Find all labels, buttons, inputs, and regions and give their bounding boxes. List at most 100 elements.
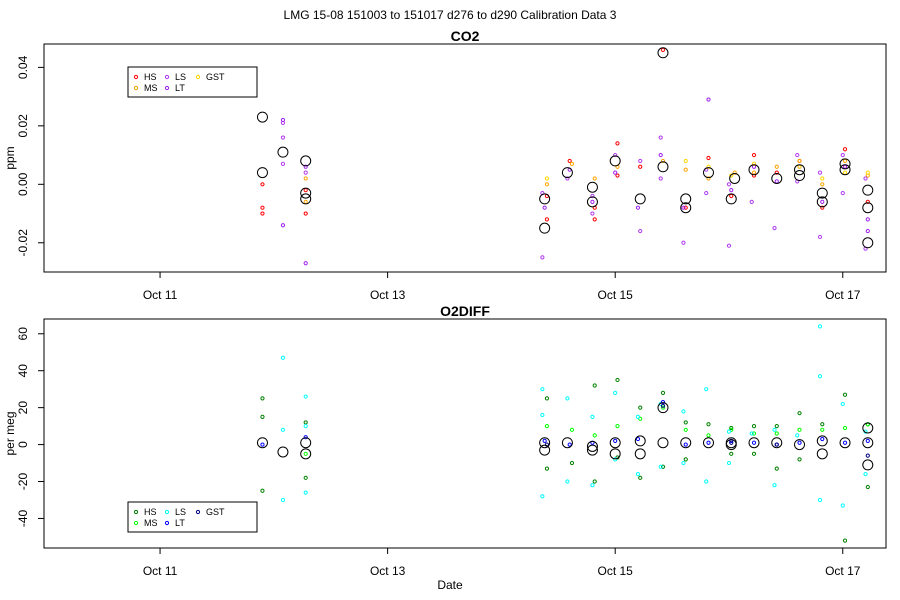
co2-point-ms bbox=[592, 176, 597, 181]
o2diff-point-hs bbox=[751, 451, 757, 456]
o2diff-point-ls bbox=[303, 394, 308, 399]
o2diff-panel-title: O2DIFF bbox=[440, 303, 490, 319]
co2-average-point bbox=[539, 222, 551, 234]
o2diff-average-point bbox=[300, 437, 312, 449]
o2diff-legend-marker-hs bbox=[133, 509, 139, 515]
co2-point-ls bbox=[658, 135, 663, 140]
co2-point-ls bbox=[590, 211, 595, 216]
o2diff-point-ls bbox=[303, 490, 308, 495]
o2diff-point-lt bbox=[865, 438, 870, 443]
o2diff-legend-label-lt: LT bbox=[175, 518, 185, 528]
o2diff-point-ms bbox=[683, 427, 688, 432]
co2-point-hs bbox=[592, 217, 597, 222]
co2-point-hs bbox=[567, 158, 572, 164]
o2diff-point-hs bbox=[820, 422, 825, 427]
co2-average-point bbox=[794, 170, 806, 182]
co2-average-point bbox=[256, 111, 268, 123]
o2diff-point-hs bbox=[660, 390, 666, 395]
o2diff-average-point bbox=[609, 437, 621, 449]
o2diff-series-hs bbox=[260, 377, 870, 543]
co2-legend-label-ms: MS bbox=[144, 83, 158, 93]
o2diff-point-ms bbox=[569, 427, 575, 432]
co2-point-gst bbox=[842, 170, 848, 175]
co2-average-point bbox=[839, 164, 851, 176]
co2-point-ls bbox=[613, 152, 618, 158]
co2-average-point bbox=[300, 155, 312, 167]
o2diff-point-gst bbox=[865, 453, 870, 458]
co2-y-axis-label: ppm bbox=[3, 146, 17, 169]
o2diff-legend-label-ms: MS bbox=[144, 518, 158, 528]
o2diff-point-ls bbox=[795, 433, 800, 438]
o2diff-y-tick-label: -20 bbox=[16, 473, 30, 491]
co2-point-lt bbox=[729, 188, 734, 193]
o2diff-y-tick-label: 40 bbox=[16, 364, 30, 378]
co2-point-ms bbox=[732, 170, 737, 175]
o2diff-series-averages bbox=[256, 402, 874, 471]
co2-average-point bbox=[300, 193, 312, 205]
co2-point-hs bbox=[615, 173, 620, 178]
o2diff-point-hs bbox=[797, 457, 802, 462]
co2-point-gst bbox=[751, 161, 757, 166]
o2diff-point-hs bbox=[660, 464, 666, 469]
co2-legend-label-hs: HS bbox=[144, 72, 157, 82]
o2diff-point-hs bbox=[774, 466, 779, 471]
o2diff-point-ls bbox=[840, 503, 845, 508]
o2diff-point-ls bbox=[590, 414, 595, 419]
o2diff-average-point bbox=[586, 440, 598, 452]
o2diff-series-ms bbox=[303, 405, 870, 456]
co2-point-hs bbox=[751, 152, 757, 158]
co2-point-lt bbox=[303, 261, 308, 266]
o2diff-y-axis-label: per meg bbox=[3, 411, 17, 455]
co2-average-point bbox=[680, 202, 692, 214]
co2-series-ls bbox=[280, 120, 868, 260]
o2diff-point-lt bbox=[303, 435, 308, 440]
o2diff-average-point bbox=[816, 448, 828, 460]
o2diff-x-tick-label: Oct 11 bbox=[143, 564, 178, 578]
co2-y-tick-label: -0.02 bbox=[16, 229, 30, 257]
co2-point-hs bbox=[774, 170, 779, 175]
co2-average-point bbox=[586, 181, 598, 193]
o2diff-point-hs bbox=[842, 538, 848, 543]
co2-x-tick-label: Oct 17 bbox=[825, 288, 861, 302]
co2-average-point bbox=[862, 184, 874, 196]
o2diff-average-point bbox=[794, 439, 806, 451]
co2-point-hs bbox=[865, 199, 870, 204]
co2-point-lt bbox=[613, 170, 618, 175]
co2-point-ls bbox=[638, 158, 643, 164]
o2diff-legend-marker-gst bbox=[195, 509, 201, 515]
o2diff-average-point bbox=[586, 444, 598, 456]
o2diff-point-hs bbox=[751, 424, 757, 429]
co2-panel: CO2 ppm -0.02 0.00 0.02 0.04 Oct 11 Oct 13 Oct 1… bbox=[3, 28, 887, 302]
co2-average-point bbox=[657, 161, 669, 173]
co2-average-point bbox=[300, 187, 312, 199]
o2diff-point-hs bbox=[544, 466, 550, 471]
co2-point-hs bbox=[544, 217, 550, 222]
o2diff-point-hs bbox=[260, 414, 265, 419]
co2-series-averages bbox=[256, 47, 874, 249]
o2diff-average-point bbox=[702, 437, 714, 449]
o2diff-x-tick-label: Oct 13 bbox=[370, 564, 406, 578]
o2diff-point-ls bbox=[681, 409, 686, 414]
co2-point-ms bbox=[774, 164, 779, 169]
o2diff-point-hs bbox=[706, 422, 711, 427]
o2diff-average-point bbox=[634, 435, 646, 447]
co2-point-ls bbox=[726, 182, 732, 187]
co2-point-ms bbox=[683, 167, 688, 172]
co2-average-point bbox=[277, 146, 289, 158]
o2diff-series-ls bbox=[280, 324, 868, 508]
o2diff-average-point bbox=[839, 437, 851, 449]
co2-point-gst bbox=[683, 158, 688, 164]
o2diff-point-ls bbox=[704, 479, 709, 484]
co2-point-lt bbox=[774, 179, 779, 184]
o2diff-legend-box bbox=[127, 501, 258, 533]
o2diff-average-point bbox=[771, 437, 783, 449]
o2diff-series-lt bbox=[260, 400, 870, 447]
co2-average-point bbox=[862, 237, 874, 249]
co2-point-lt bbox=[658, 152, 663, 158]
o2diff-point-ls bbox=[280, 355, 286, 360]
o2diff-point-hs bbox=[683, 457, 688, 462]
co2-point-ms bbox=[706, 176, 711, 181]
co2-point-ms bbox=[797, 158, 802, 164]
o2diff-point-lt bbox=[542, 438, 547, 443]
